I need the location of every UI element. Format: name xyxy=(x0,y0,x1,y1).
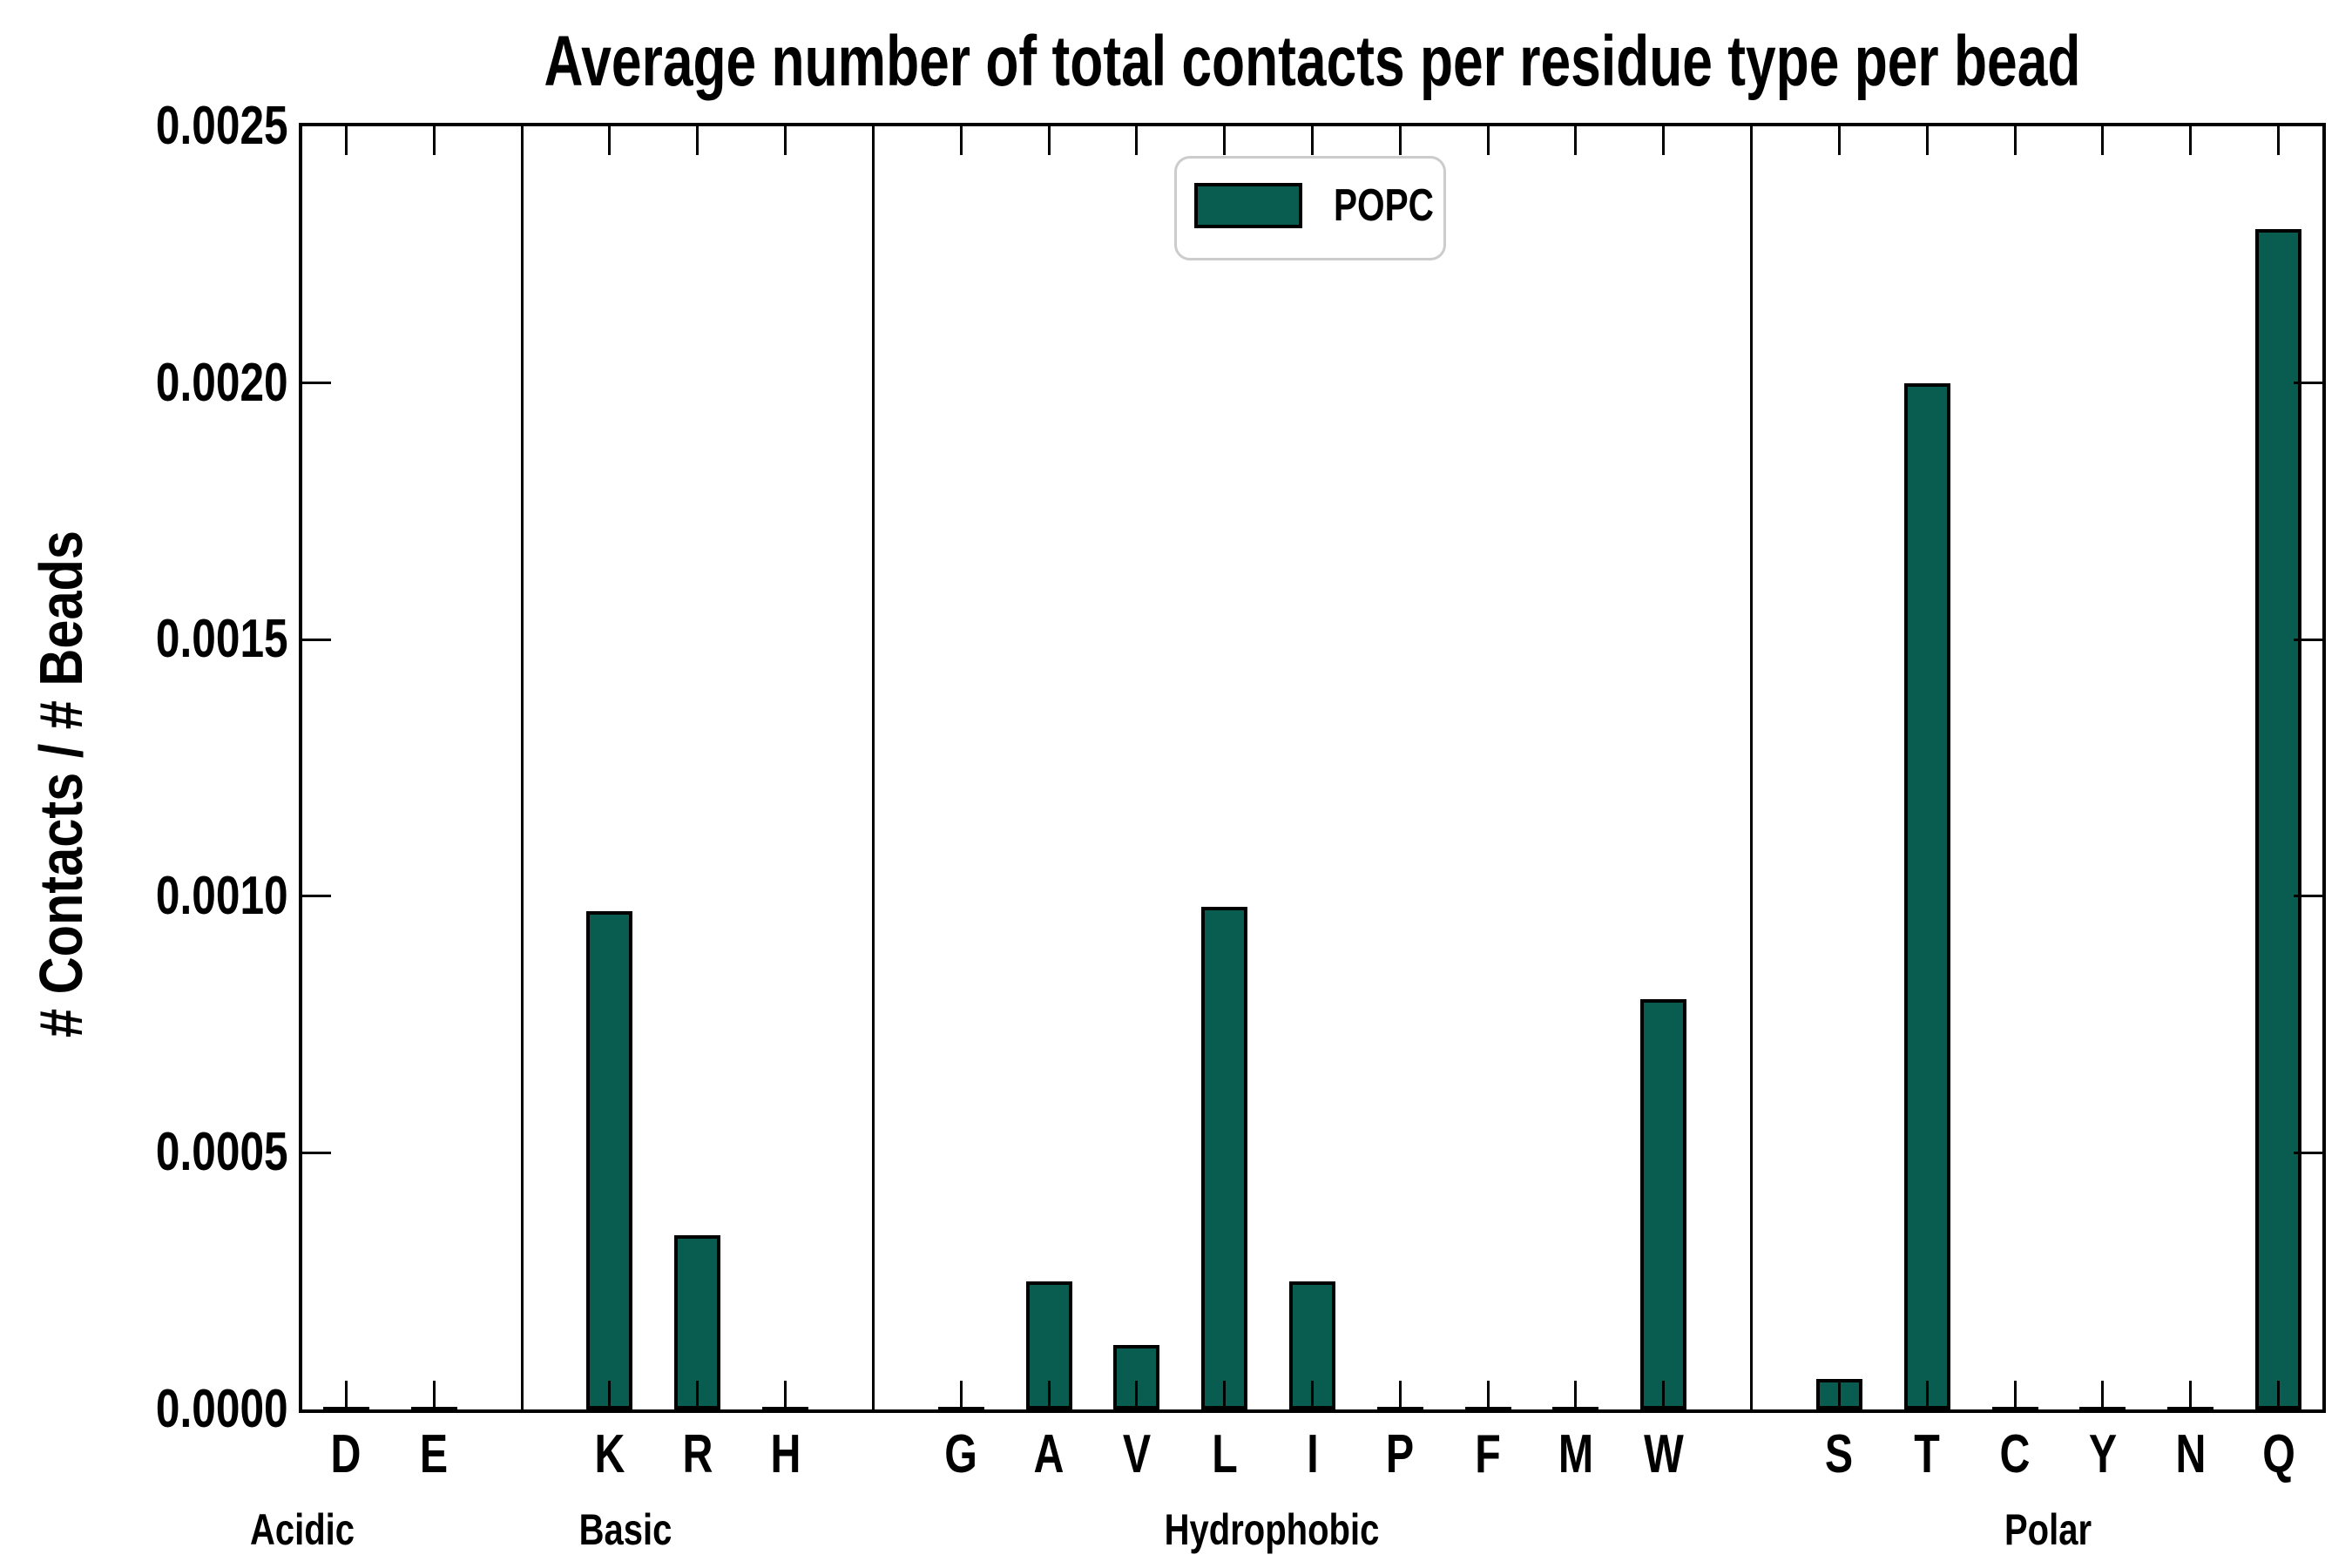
x-tick-top-Q xyxy=(2277,126,2281,155)
x-tick-bottom-K xyxy=(608,1381,612,1409)
x-tick-top-V xyxy=(1135,126,1139,155)
y-tick-right xyxy=(2294,638,2322,641)
y-tick-label-0.0015: 0.0015 xyxy=(156,609,288,670)
x-tick-label-D: D xyxy=(330,1424,362,1484)
y-tick-left xyxy=(302,895,331,898)
group-separator-line xyxy=(520,126,524,1409)
x-tick-top-F xyxy=(1486,126,1490,155)
x-tick-top-W xyxy=(1662,126,1666,155)
bar-W xyxy=(1640,999,1687,1409)
group-label-polar: Polar xyxy=(2004,1505,2092,1554)
x-tick-bottom-R xyxy=(696,1381,700,1409)
x-tick-top-Y xyxy=(2101,126,2105,155)
y-tick-right xyxy=(2294,895,2322,898)
legend: POPC xyxy=(1174,156,1446,260)
x-tick-label-N: N xyxy=(2175,1424,2207,1484)
y-tick-left xyxy=(302,382,331,385)
y-tick-left xyxy=(302,638,331,641)
x-tick-bottom-Y xyxy=(2101,1381,2105,1409)
x-tick-bottom-N xyxy=(2189,1381,2193,1409)
x-tick-bottom-A xyxy=(1047,1381,1051,1409)
x-tick-bottom-E xyxy=(432,1381,436,1409)
bar-L xyxy=(1201,907,1248,1409)
x-tick-label-A: A xyxy=(1033,1424,1064,1484)
x-tick-label-L: L xyxy=(1211,1424,1238,1484)
group-label-acidic: Acidic xyxy=(249,1505,355,1554)
bar-Q xyxy=(2255,229,2302,1409)
y-axis-label: # Contacts / # Beads xyxy=(27,531,95,1037)
x-tick-top-H xyxy=(784,126,787,155)
x-tick-top-D xyxy=(344,126,348,155)
x-tick-top-N xyxy=(2189,126,2193,155)
x-tick-bottom-T xyxy=(1925,1381,1929,1409)
x-tick-label-I: I xyxy=(1306,1424,1319,1484)
x-tick-top-K xyxy=(608,126,612,155)
x-tick-bottom-S xyxy=(1837,1381,1841,1409)
x-tick-label-S: S xyxy=(1825,1424,1854,1484)
x-tick-top-R xyxy=(696,126,700,155)
legend-label: POPC xyxy=(1334,180,1434,231)
x-tick-top-G xyxy=(959,126,963,155)
x-tick-bottom-I xyxy=(1311,1381,1314,1409)
y-tick-label-0.0000: 0.0000 xyxy=(156,1379,288,1439)
x-tick-top-C xyxy=(2013,126,2017,155)
x-tick-bottom-Q xyxy=(2277,1381,2281,1409)
group-separator-line xyxy=(1750,126,1754,1409)
y-tick-right xyxy=(2294,382,2322,385)
x-tick-top-E xyxy=(432,126,436,155)
x-tick-label-P: P xyxy=(1386,1424,1415,1484)
x-tick-bottom-H xyxy=(784,1381,787,1409)
legend-swatch-popc xyxy=(1194,183,1302,228)
x-tick-label-H: H xyxy=(770,1424,801,1484)
x-tick-label-E: E xyxy=(420,1424,449,1484)
plot-area xyxy=(299,123,2326,1413)
x-tick-label-T: T xyxy=(1914,1424,1941,1484)
y-tick-label-0.0010: 0.0010 xyxy=(156,865,288,926)
x-tick-bottom-P xyxy=(1398,1381,1402,1409)
y-tick-label-0.0020: 0.0020 xyxy=(156,352,288,413)
group-label-basic: Basic xyxy=(578,1505,672,1554)
x-tick-bottom-G xyxy=(959,1381,963,1409)
x-tick-bottom-M xyxy=(1574,1381,1578,1409)
x-tick-label-K: K xyxy=(594,1424,625,1484)
x-tick-top-S xyxy=(1837,126,1841,155)
bar-A xyxy=(1025,1281,1072,1409)
x-tick-bottom-C xyxy=(2013,1381,2017,1409)
x-tick-label-M: M xyxy=(1558,1424,1594,1484)
y-tick-label-0.0025: 0.0025 xyxy=(156,96,288,156)
x-tick-label-Q: Q xyxy=(2261,1424,2295,1484)
y-tick-left xyxy=(302,1151,331,1154)
y-tick-label-0.0005: 0.0005 xyxy=(156,1122,288,1183)
x-tick-top-I xyxy=(1311,126,1314,155)
x-tick-label-F: F xyxy=(1475,1424,1501,1484)
x-tick-bottom-F xyxy=(1486,1381,1490,1409)
x-tick-bottom-D xyxy=(344,1381,348,1409)
x-tick-label-C: C xyxy=(1999,1424,2031,1484)
x-tick-bottom-L xyxy=(1223,1381,1227,1409)
x-tick-bottom-W xyxy=(1662,1381,1666,1409)
x-tick-top-A xyxy=(1047,126,1051,155)
group-label-hydrophobic: Hydrophobic xyxy=(1164,1505,1380,1554)
bar-K xyxy=(586,911,633,1409)
x-tick-top-T xyxy=(1925,126,1929,155)
x-tick-label-V: V xyxy=(1122,1424,1151,1484)
x-tick-label-Y: Y xyxy=(2088,1424,2118,1484)
x-tick-label-W: W xyxy=(1643,1424,1684,1484)
bar-T xyxy=(1903,383,1950,1409)
y-tick-right xyxy=(2294,1151,2322,1154)
chart-title: Average number of total contacts per res… xyxy=(544,22,2081,101)
x-tick-top-L xyxy=(1223,126,1227,155)
x-tick-label-G: G xyxy=(944,1424,977,1484)
x-tick-top-M xyxy=(1574,126,1578,155)
plot-inner xyxy=(302,126,2322,1409)
x-tick-top-P xyxy=(1398,126,1402,155)
x-tick-bottom-V xyxy=(1135,1381,1139,1409)
x-tick-label-R: R xyxy=(682,1424,713,1484)
group-separator-line xyxy=(871,126,875,1409)
